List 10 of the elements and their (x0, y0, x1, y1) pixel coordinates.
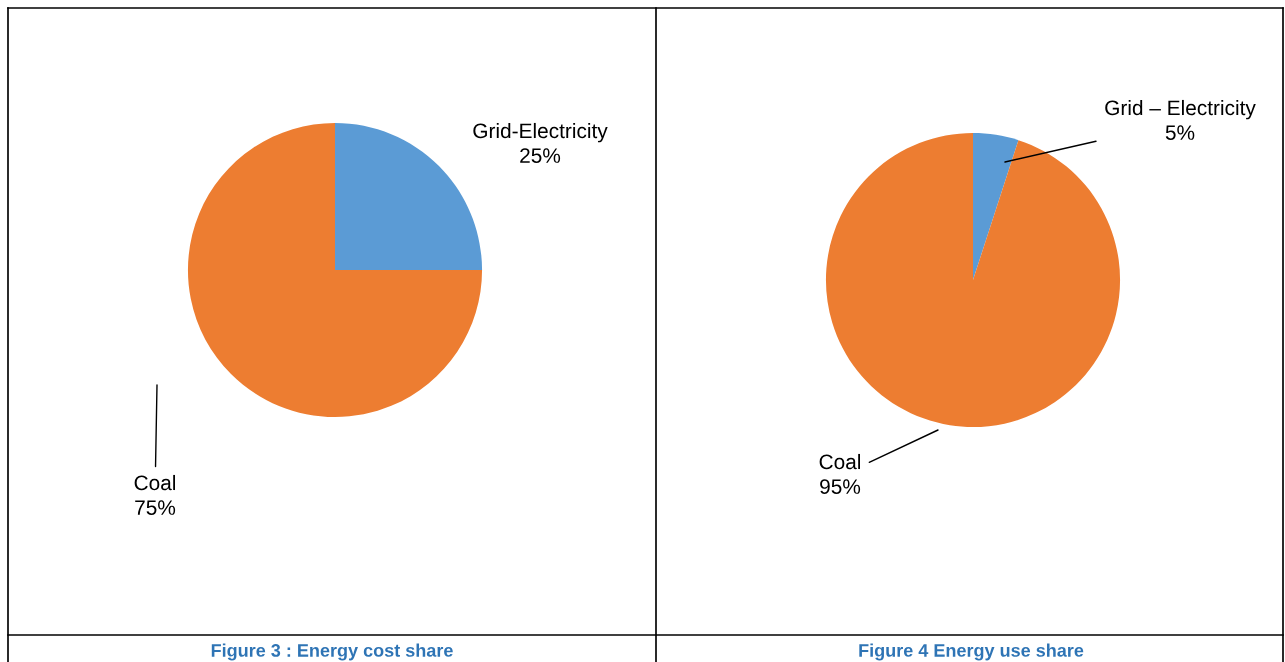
slice-label: Grid-Electricity (473, 122, 608, 143)
slice-label: Coal (134, 474, 176, 491)
data-label: 25% (520, 148, 561, 163)
data-label: 5% (1165, 125, 1195, 140)
text: Figure 4 Energy use share (859, 643, 1084, 661)
data-label: 75% (135, 500, 176, 515)
text: Figure 3 : Energy cost share (211, 643, 453, 661)
data-label: 95% (820, 479, 861, 494)
slice-label: Coal (819, 453, 861, 470)
slice-label: Grid – Electricity (1105, 99, 1256, 120)
